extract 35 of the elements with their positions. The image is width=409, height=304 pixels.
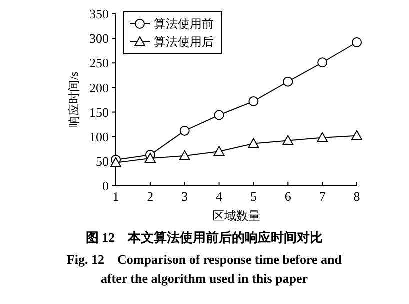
point [248, 138, 260, 148]
legend-label: 算法使用后 [154, 35, 214, 50]
point [352, 38, 362, 48]
y-tick-label: 0 [102, 178, 109, 194]
point [248, 96, 259, 106]
x-axis-title: 区域数量 [212, 209, 260, 223]
point [214, 146, 225, 156]
x-tick-label: 5 [250, 189, 257, 204]
point [282, 135, 294, 146]
x-tick-label: 7 [319, 189, 326, 204]
x-tick-label: 2 [147, 189, 154, 204]
text: 图 12 本文算法使用前后的响应时间对比 [86, 230, 324, 245]
text: Fig. 12 Comparison of response time before and after the algorithm used in this paper [66, 252, 343, 286]
x-tick-label: 4 [216, 189, 224, 204]
point [352, 130, 362, 140]
x-tick-label: 1 [112, 189, 120, 204]
x-tick-label: 8 [354, 189, 360, 204]
point [144, 152, 156, 163]
point [283, 76, 294, 87]
point [214, 110, 224, 120]
y-tick-label: 200 [90, 80, 109, 96]
point [179, 150, 190, 161]
y-tick-label: 300 [90, 31, 109, 46]
y-tick-label: 50 [96, 154, 109, 169]
x-tick-label: 6 [284, 189, 292, 204]
point [180, 126, 190, 136]
y-tick-label: 350 [90, 6, 109, 22]
y-tick-label: 100 [90, 129, 109, 144]
point [318, 58, 328, 68]
y-tick-label: 150 [90, 104, 109, 120]
point [317, 132, 328, 142]
y-tick-label: 250 [90, 56, 109, 71]
legend-label: 算法使用前 [154, 17, 214, 32]
x-tick-label: 3 [182, 189, 188, 204]
y-axis-title: 响应时间/s [67, 72, 81, 128]
